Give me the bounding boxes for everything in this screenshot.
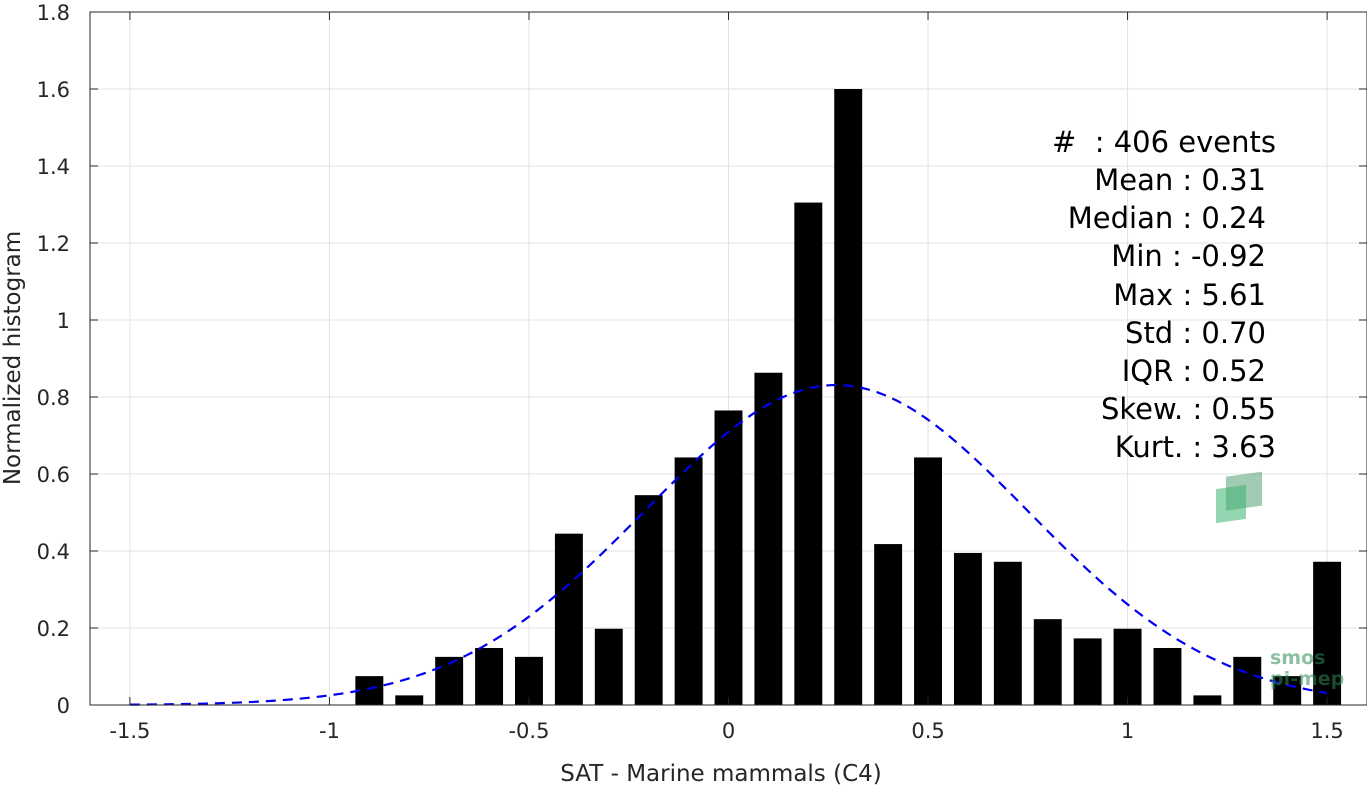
stat-max: Max : 5.61	[1113, 278, 1266, 312]
stat-skew: Skew. : 0.55	[1101, 392, 1276, 426]
y-tick-label: 1.4	[37, 155, 70, 179]
histogram-bar	[794, 202, 823, 705]
histogram-bars	[355, 89, 1342, 705]
histogram-bar	[1273, 676, 1302, 705]
x-tick-label: -0.5	[508, 719, 549, 743]
histogram-bar	[874, 544, 903, 705]
stat-std: Std : 0.70	[1125, 316, 1266, 350]
histogram-bar	[754, 372, 783, 705]
logo-text-smos: smos	[1270, 647, 1325, 669]
smos-pi-mep-logo: smos pi-mep	[1216, 471, 1344, 690]
histogram-bar	[475, 648, 504, 705]
x-tick-label: 1	[1121, 719, 1134, 743]
logo-square-front	[1216, 484, 1246, 524]
histogram-bar	[1153, 648, 1182, 705]
histogram-bar	[674, 457, 703, 705]
stat-events: # : 406 events	[1052, 125, 1276, 159]
x-tick-label: 0.5	[911, 719, 944, 743]
histogram-bar	[515, 656, 543, 705]
histogram-bar	[834, 89, 863, 705]
histogram-bar	[1233, 656, 1262, 705]
y-axis-title: Normalized histogram	[0, 231, 26, 485]
histogram-bar	[953, 552, 982, 705]
x-axis-title: SAT - Marine mammals (C4)	[560, 761, 882, 785]
y-tick-label: 0.8	[37, 386, 70, 410]
histogram-bar	[634, 495, 663, 705]
histogram-bar	[914, 457, 942, 705]
histogram-bar	[1113, 628, 1142, 705]
histogram-bar	[1073, 638, 1102, 705]
histogram-bar	[993, 561, 1022, 705]
y-tick-label: 1.6	[37, 78, 70, 102]
histogram-bar	[1033, 619, 1062, 705]
x-tick-label: -1.5	[109, 719, 150, 743]
histogram-bar	[554, 533, 583, 705]
y-tick-label: 0.2	[37, 617, 70, 641]
histogram-bar	[594, 628, 623, 705]
statistics-annotation: # : 406 events Mean : 0.31 Median : 0.24…	[1052, 125, 1276, 464]
y-tick-label: 1	[57, 309, 70, 333]
histogram-bar	[1193, 695, 1222, 705]
y-tick-label: 1.2	[37, 232, 70, 256]
y-tick-label: 1.8	[37, 1, 70, 25]
stat-iqr: IQR : 0.52	[1122, 354, 1266, 388]
y-axis-ticks: 0 0.2 0.4 0.6 0.8 1 1.2 1.4 1.6 1.8	[37, 1, 1367, 718]
y-tick-label: 0.4	[37, 540, 70, 564]
stat-median: Median : 0.24	[1068, 201, 1266, 235]
y-tick-label: 0	[57, 694, 70, 718]
gaussian-fit-curve	[129, 383, 1328, 706]
x-tick-label: -1	[319, 719, 340, 743]
x-tick-label: 1.5	[1310, 719, 1343, 743]
x-axis-ticks: -1.5 -1 -0.5 0 0.5 1 1.5	[109, 12, 1344, 743]
stat-min: Min : -0.92	[1111, 239, 1266, 273]
x-tick-label: 0	[722, 719, 735, 743]
histogram-bar	[1313, 561, 1342, 705]
y-tick-label: 0.6	[37, 463, 70, 487]
logo-text-pi-mep: pi-mep	[1270, 668, 1344, 690]
histogram-bar	[395, 695, 424, 705]
stat-kurt: Kurt. : 3.63	[1115, 430, 1276, 464]
histogram-bar	[714, 410, 743, 705]
stat-mean: Mean : 0.31	[1094, 163, 1266, 197]
histogram-bar	[435, 656, 464, 705]
